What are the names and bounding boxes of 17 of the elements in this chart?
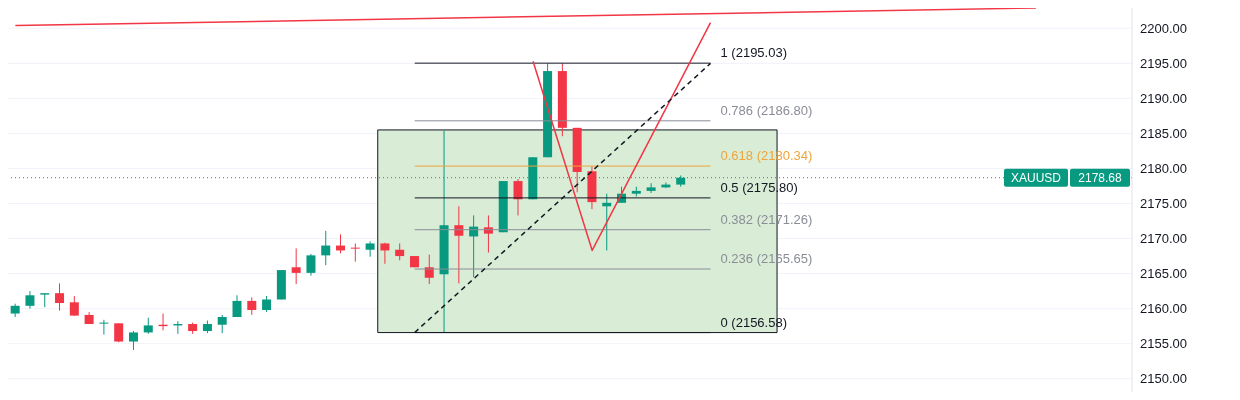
y-tick-label: 2195.00 <box>1140 55 1187 71</box>
ref-line-label: 0 (2156.58) <box>720 314 787 330</box>
ref-line-label: 0.5 (2175.80) <box>720 179 798 195</box>
y-tick-label: 2180.00 <box>1140 161 1187 177</box>
annotation: 2178.68 <box>1078 170 1123 185</box>
y-tick-label: 2160.00 <box>1140 301 1187 317</box>
ref-line-label: XAUUSD <box>1010 170 1062 185</box>
y-tick-label: 2165.00 <box>1140 266 1187 282</box>
y-tick-label: 2150.00 <box>1140 371 1187 387</box>
y-tick-label: 2190.00 <box>1140 91 1187 107</box>
y-tick-label: 2200.00 <box>1140 20 1187 36</box>
y-tick-label: 2175.00 <box>1140 196 1187 212</box>
y-tick-label: 2170.00 <box>1140 231 1187 247</box>
y-tick-label: 2185.00 <box>1140 126 1187 142</box>
ref-line-label: 0.786 (2186.80) <box>720 102 813 118</box>
ref-line-label: 1 (2195.03) <box>720 45 787 61</box>
y-tick-label: 2155.00 <box>1140 336 1187 352</box>
